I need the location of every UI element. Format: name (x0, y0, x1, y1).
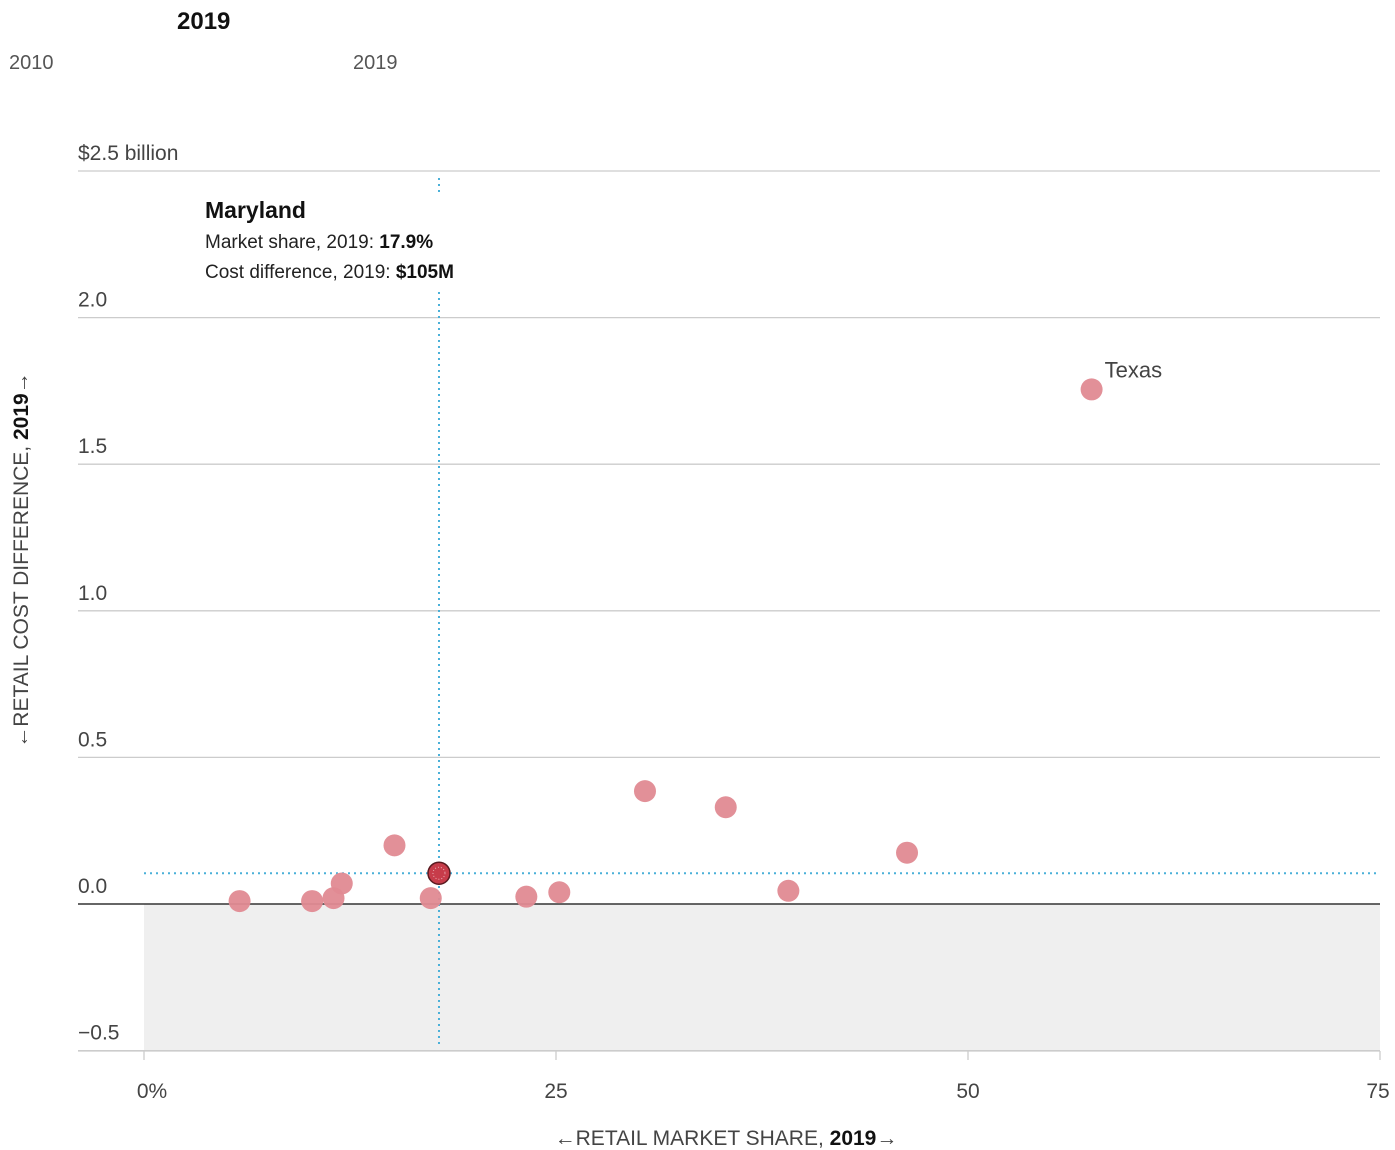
point-label: Texas (1105, 357, 1162, 382)
y-axis-title: ←RETAIL COST DIFFERENCE, 2019→ (10, 372, 33, 747)
x-tick-label: 25 (544, 1080, 567, 1103)
tooltip-cost-difference: Cost difference, 2019: $105M (205, 262, 454, 283)
y-tick-label: 1.5 (78, 435, 107, 458)
data-point[interactable] (515, 885, 538, 908)
y-tick-label: 0.5 (78, 728, 107, 751)
data-point[interactable] (633, 780, 656, 803)
y-tick-label: 2.0 (78, 289, 107, 312)
data-point[interactable] (301, 890, 324, 913)
x-tick-label: 75 (1366, 1080, 1389, 1103)
data-point[interactable] (896, 841, 919, 864)
data-point[interactable] (777, 879, 800, 902)
tooltip-title: Maryland (205, 197, 306, 223)
tooltip-market-share: Market share, 2019: 17.9% (205, 232, 433, 253)
y-tick-label: 1.0 (78, 582, 107, 605)
x-tick-label: 50 (956, 1080, 979, 1103)
data-point-texas[interactable] (1080, 378, 1103, 401)
x-axis-title: ←RETAIL MARKET SHARE, 2019→ (555, 1127, 898, 1150)
negative-region-band (144, 904, 1380, 1051)
year-slider-end-label[interactable]: 2019 (353, 52, 398, 74)
data-point-maryland[interactable] (427, 861, 451, 885)
y-tick-label: $2.5 billion (78, 142, 178, 165)
x-tick-label: 0% (137, 1080, 167, 1103)
tooltip-maryland: Maryland Market share, 2019: 17.9% Cost di… (198, 192, 498, 290)
year-slider-current: 2019 (177, 8, 231, 35)
data-point[interactable] (330, 872, 353, 895)
y-tick-label: −0.5 (78, 1022, 119, 1045)
tooltip-background (198, 192, 498, 290)
highlight-point-inner (432, 866, 446, 880)
data-point[interactable] (714, 796, 737, 819)
data-point[interactable] (383, 834, 406, 857)
data-point[interactable] (548, 881, 571, 904)
data-point[interactable] (419, 887, 442, 910)
y-tick-label: 0.0 (78, 875, 107, 898)
year-slider-start-label[interactable]: 2010 (9, 52, 54, 74)
data-point[interactable] (228, 890, 251, 913)
